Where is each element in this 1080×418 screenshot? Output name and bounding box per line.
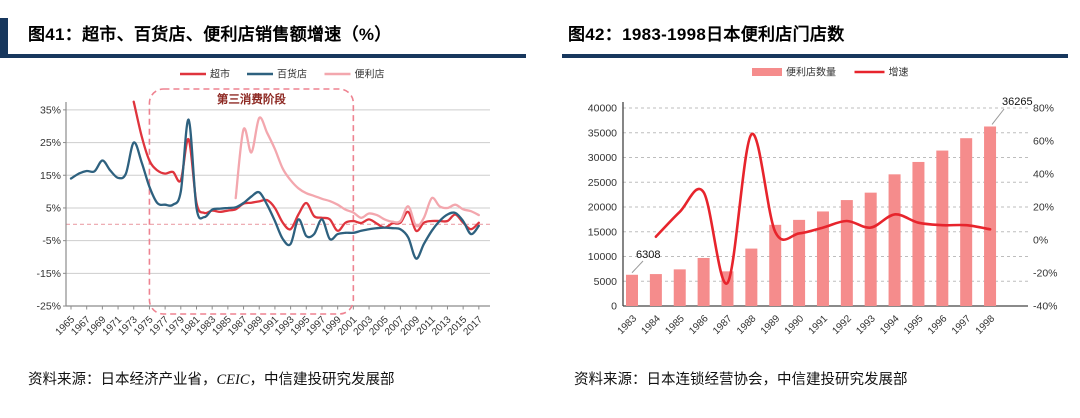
svg-text:80%: 80% [1033,102,1054,114]
svg-text:-25%: -25% [36,300,61,312]
svg-text:40000: 40000 [588,102,617,114]
svg-text:25000: 25000 [588,176,617,188]
y-axis-labels: 35% 25% 15% 5% -5% -15% -25% [36,104,66,312]
svg-text:35000: 35000 [588,127,617,139]
svg-text:1998: 1998 [974,313,998,337]
source-text: 日本经济产业省， [100,371,217,388]
legend: 超市 百货店 便利店 [180,67,385,80]
figure-42-panel: 图42：1983-1998日本便利店门店数 0 5000 10000 15000 200… [562,10,1068,389]
svg-text:25%: 25% [40,137,61,149]
svg-text:5000: 5000 [594,275,618,287]
svg-text:40%: 40% [1033,168,1054,180]
sales-growth-line-chart: 35% 25% 15% 5% -5% -15% -25%196519671969197119… [36,67,490,338]
svg-text:1993: 1993 [854,313,878,337]
svg-text:超市: 超市 [210,67,230,80]
svg-text:便利店: 便利店 [355,67,385,80]
svg-text:15000: 15000 [588,226,617,238]
bars-convenience-store-count [626,125,997,306]
title-underline-rule [562,54,1068,58]
figure-41-source: 资料来源：日本经济产业省，CEIC，中信建投研究发展部 [8,368,526,389]
svg-text:0: 0 [611,300,617,312]
svg-text:1991: 1991 [807,313,831,337]
figure-41-title: 图41：超市、百货店、便利店销售额增速（%） [28,24,392,44]
store-count-bar-chart: 0 5000 10000 15000 20000 25000 30000 35000 40000… [588,65,1058,337]
axes [65,101,490,307]
svg-text:60%: 60% [1033,135,1054,147]
source-prefix: 资料来源： [574,371,647,388]
y-axis-left-labels: 0 5000 10000 15000 20000 25000 30000 35000 40000 [588,102,617,312]
svg-text:1994: 1994 [878,313,902,337]
page-edge-tab [0,18,8,58]
svg-text:1984: 1984 [639,313,663,337]
svg-text:-5%: -5% [42,235,61,247]
series-supermarket [132,100,480,232]
annotations: 6308 36265 [631,96,1033,273]
svg-text:1987: 1987 [711,313,735,337]
svg-text:20%: 20% [1033,201,1054,213]
grid [66,108,490,274]
source-prefix: 资料来源： [28,371,101,388]
annotation-6308: 6308 [636,249,660,261]
svg-text:1997: 1997 [950,313,974,337]
svg-text:1983: 1983 [616,313,640,337]
svg-text:1990: 1990 [783,313,807,337]
svg-text:1986: 1986 [687,313,711,337]
svg-text:增速: 增速 [889,65,909,78]
svg-text:-20%: -20% [1033,267,1058,279]
legend: 便利店数量 增速 [752,65,909,78]
svg-text:30000: 30000 [588,152,617,164]
svg-text:便利店数量: 便利店数量 [786,65,836,78]
source-text: 日本连锁经营协会，中信建投研究发展部 [646,371,908,388]
svg-text:1996: 1996 [926,313,950,337]
x-axis-labels: 1983 1984 1985 1986 1987 1988 1989 1990 1991 1992… [616,313,998,337]
svg-text:-15%: -15% [36,267,61,279]
svg-text:2017: 2017 [461,314,485,338]
figure-42-title: 图42：1983-1998日本便利店门店数 [568,24,845,44]
y-axis-right-labels: 80% 60% 40% 20% 0% -20% -40% [1033,102,1058,312]
svg-text:0%: 0% [1033,234,1048,246]
svg-text:-40%: -40% [1033,300,1058,312]
figure-42-source: 资料来源：日本连锁经营协会，中信建投研究发展部 [562,368,1068,389]
svg-text:1992: 1992 [830,313,854,337]
svg-text:1985: 1985 [663,313,687,337]
source-ceic: CEIC [216,371,250,388]
annotation-box-label: 第三消费阶段 [217,92,286,106]
svg-text:1989: 1989 [759,313,783,337]
svg-text:35%: 35% [40,104,61,116]
x-axis-labels: 1965196719691971197319751977197919811983… [54,305,485,338]
title-underline-rule [8,54,526,58]
series-convenience-store [234,115,480,227]
svg-text:百货店: 百货店 [277,67,307,80]
series-department-store [69,118,480,260]
source-text-2: ，中信建投研究发展部 [249,371,395,388]
svg-text:1988: 1988 [735,313,759,337]
svg-text:10000: 10000 [588,251,617,263]
annotation-36265: 36265 [1002,96,1033,108]
figure-41-panel: 图41：超市、百货店、便利店销售额增速（%） 35% 25% 15% 5% -5% -15… [8,10,526,389]
svg-text:1995: 1995 [902,313,926,337]
svg-text:20000: 20000 [588,201,617,213]
line-growth-rate [654,132,992,285]
annotation-box-third-consumption-stage: 第三消费阶段 [148,87,355,315]
svg-text:5%: 5% [46,202,61,214]
svg-text:15%: 15% [40,169,61,181]
